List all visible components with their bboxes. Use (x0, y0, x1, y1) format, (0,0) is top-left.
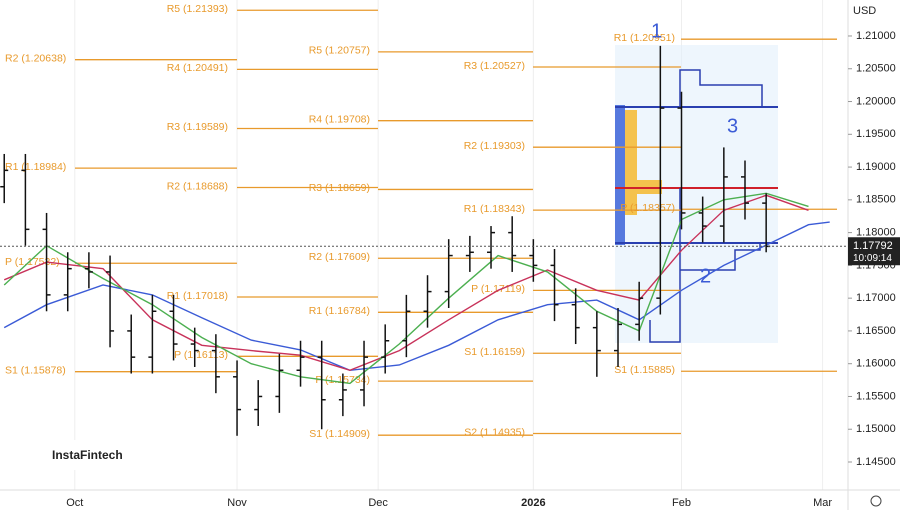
pivot-label: P (1.17119) (471, 283, 525, 295)
x-tick-label: Mar (813, 497, 832, 509)
moving-average (3, 194, 809, 372)
y-tick-label: 1.18000 (856, 227, 896, 239)
x-tick-label: Feb (672, 497, 691, 509)
x-tick-label: Nov (227, 497, 247, 509)
profile-bars (615, 105, 625, 245)
pivot-label: R1 (1.17018) (167, 290, 228, 302)
pivot-label: R4 (1.20491) (167, 62, 228, 74)
pivot-label: R5 (1.20757) (309, 45, 370, 57)
pivot-label: R3 (1.18659) (309, 182, 370, 194)
annotation: 3 (727, 115, 738, 137)
y-tick-label: 1.14500 (856, 456, 896, 468)
pivot-label: R1 (1.20951) (614, 32, 675, 44)
x-tick-label: Dec (368, 497, 388, 509)
bar-layer (0, 45, 771, 436)
y-tick-label: 1.20000 (856, 95, 896, 107)
pivot-label: S2 (1.14935) (464, 426, 525, 438)
x-tick-label: 2026 (521, 497, 545, 509)
y-tick-label: 1.20500 (856, 63, 896, 75)
annotation: 1 (651, 20, 662, 42)
pivot-label: R2 (1.17609) (309, 251, 370, 263)
pivot-label: R1 (1.18984) (5, 161, 66, 173)
pivot-label: R5 (1.21393) (167, 3, 228, 15)
y-tick-label: 1.17000 (856, 292, 896, 304)
pivot-label: R2 (1.18688) (167, 180, 228, 192)
pivot-label: S1 (1.15878) (5, 364, 66, 376)
currency: USD (853, 5, 876, 17)
pivot-label: R3 (1.19589) (167, 121, 228, 133)
last-time: 10:09:14 (853, 253, 892, 264)
pivot-label: R4 (1.19708) (309, 113, 370, 125)
profile-bars (625, 110, 637, 215)
pivot-label: S1 (1.14909) (309, 428, 370, 440)
pivot-label: R1 (1.18343) (464, 203, 525, 215)
pivot-label: S1 (1.15885) (614, 364, 675, 376)
pivot-label: P (1.16113) (174, 349, 228, 361)
annotation: 2 (700, 265, 711, 287)
last-price-tag (848, 237, 900, 266)
brand-box (44, 440, 122, 470)
y-tick-label: 1.15500 (856, 390, 896, 402)
y-tick-label: 1.16500 (856, 325, 896, 337)
pivot-label: S1 (1.16159) (464, 346, 525, 358)
pivot-label: R2 (1.20638) (5, 52, 66, 64)
x-tick-label: Oct (66, 497, 83, 509)
moving-average (3, 192, 809, 385)
pivot-label: P (1.18357) (620, 202, 675, 214)
pivot-label: R2 (1.19303) (464, 140, 525, 152)
pivot-layer: R2 (1.20638)R1 (1.18984)P (1.17532)S1 (1… (5, 3, 837, 440)
y-tick-label: 1.15000 (856, 423, 896, 435)
pivot-label: R1 (1.16784) (309, 305, 370, 317)
y-tick-label: 1.16000 (856, 358, 896, 370)
y-axis: 1.21000 1.20500 1.20000 1.19500 1.19000 1.185… (0, 30, 900, 468)
y-tick-label: 1.21000 (856, 30, 896, 42)
y-tick-label: 1.18500 (856, 194, 896, 206)
brand: InstaFintech (52, 448, 123, 462)
last-price: 1.17792 (853, 240, 893, 252)
settings-icon[interactable] (870, 495, 882, 507)
pivot-label: R3 (1.20527) (464, 60, 525, 72)
volume-profile (615, 69, 778, 343)
y-tick-label: 1.19000 (856, 161, 896, 173)
x-axis: Oct Nov Dec 2026 Feb Mar (66, 497, 832, 509)
y-tick-label: 1.19500 (856, 128, 896, 140)
